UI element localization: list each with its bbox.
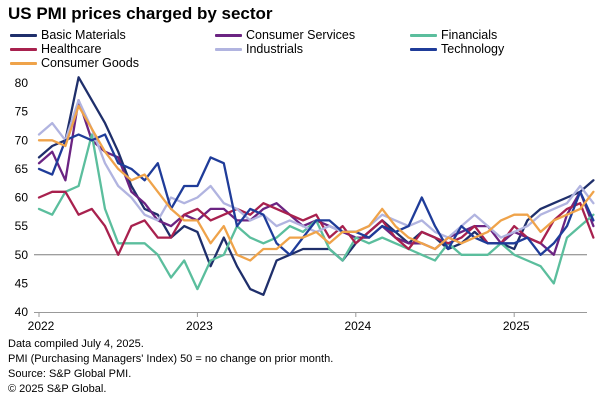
legend-label: Technology: [441, 42, 505, 56]
legend-item-industrials: Industrials: [215, 42, 303, 56]
y-tick-label: 70: [15, 133, 29, 147]
legend-label: Consumer Goods: [41, 56, 139, 70]
note-source: Source: S&P Global PMI.: [8, 368, 132, 380]
note-copyright: © 2025 S&P Global.: [8, 383, 107, 395]
legend-swatch: [10, 61, 37, 65]
legend-swatch: [410, 47, 437, 51]
legend-swatch: [215, 47, 242, 51]
footnotes: Data compiled July 4, 2025. PMI (Purchas…: [8, 337, 333, 397]
series-line-technology: [37, 133, 595, 256]
legend-item-technology: Technology: [410, 42, 504, 56]
legend-item-consumer-services: Consumer Services: [215, 28, 355, 42]
series-line-consumer-goods: [37, 104, 595, 262]
legend-label: Consumer Services: [246, 28, 356, 42]
y-tick-label: 65: [15, 162, 29, 176]
y-tick-label: 60: [15, 191, 29, 205]
series-line-financials: [37, 133, 595, 291]
legend-label: Healthcare: [41, 42, 102, 56]
note-data-compiled: Data compiled July 4, 2025.: [8, 338, 144, 350]
legend-swatch: [10, 47, 37, 51]
x-tick-label: 2025: [503, 319, 530, 333]
legend-label: Basic Materials: [41, 28, 126, 42]
chart-title: US PMI prices charged by sector: [8, 4, 273, 23]
legend-item-consumer-goods: Consumer Goods: [10, 56, 139, 70]
legend: Basic Materials Consumer Services Financ…: [10, 28, 595, 72]
legend-swatch: [10, 33, 37, 37]
series-line-basic-materials: [37, 76, 595, 296]
y-tick-label: 45: [15, 276, 29, 290]
x-tick-label: 2023: [186, 319, 213, 333]
legend-label: Financials: [441, 28, 498, 42]
x-tick-label: 2022: [28, 319, 55, 333]
legend-item-healthcare: Healthcare: [10, 42, 101, 56]
legend-item-basic-materials: Basic Materials: [10, 28, 126, 42]
y-tick-label: 40: [15, 305, 29, 319]
y-tick-label: 50: [15, 248, 29, 262]
legend-swatch: [215, 33, 242, 37]
legend-label: Industrials: [246, 42, 303, 56]
y-tick-label: 55: [15, 219, 29, 233]
note-pmi-definition: PMI (Purchasing Managers' Index) 50 = no…: [8, 353, 334, 365]
line-chart: 40 45 50 55 60 65 70 75 80 2022 2023 2024 2025: [15, 76, 595, 333]
series-line-healthcare: [37, 190, 595, 256]
y-tick-label: 75: [15, 105, 29, 119]
y-tick-label: 80: [15, 76, 29, 90]
x-tick-label: 2024: [344, 319, 371, 333]
legend-swatch: [410, 33, 437, 37]
legend-item-financials: Financials: [410, 28, 497, 42]
